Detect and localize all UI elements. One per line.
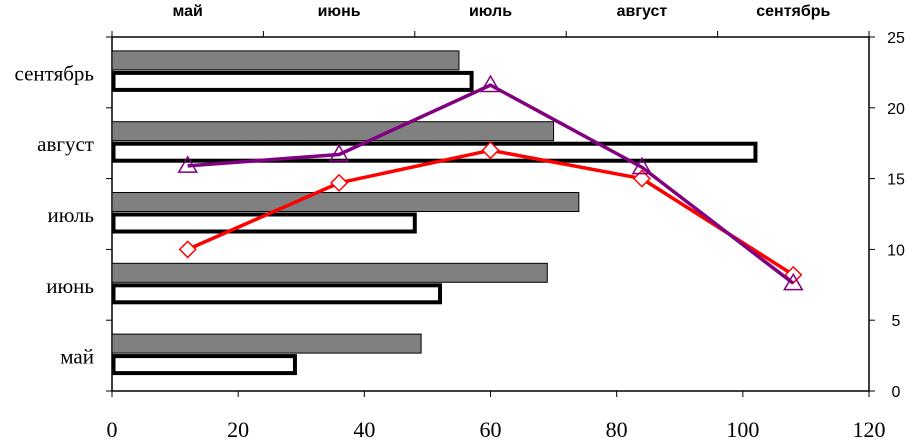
bar-gray-2 bbox=[111, 262, 548, 283]
y-right-tick-label: 10 bbox=[887, 242, 905, 259]
category-label-top: май bbox=[173, 3, 203, 20]
marker-series-purple-4 bbox=[631, 156, 653, 175]
x-tick-label: 20 bbox=[227, 417, 249, 439]
marker-series-red-3 bbox=[481, 141, 500, 160]
category-label-top: июль bbox=[469, 3, 512, 20]
x-tick-label: 40 bbox=[353, 417, 375, 439]
category-label-left: сентябрь bbox=[15, 61, 94, 85]
category-label-top: август bbox=[617, 3, 668, 20]
marker-series-purple-2 bbox=[328, 144, 350, 162]
category-label-left: май bbox=[60, 345, 94, 369]
category-label-top: сентябрь bbox=[756, 3, 830, 20]
line-series-purple bbox=[187, 83, 795, 285]
marker-series-red-4 bbox=[632, 169, 651, 188]
marker-series-purple-5 bbox=[782, 272, 804, 291]
y-right-tick-label: 15 bbox=[887, 172, 905, 189]
x-tick-label: 80 bbox=[606, 417, 628, 439]
bar-white-4 bbox=[111, 141, 758, 163]
bar-gray-3 bbox=[111, 192, 580, 212]
x-tick-label: 100 bbox=[726, 417, 759, 439]
category-label-left: июль bbox=[48, 203, 94, 227]
marker-series-red-1 bbox=[178, 240, 197, 259]
bar-white-2 bbox=[111, 283, 443, 305]
category-label-left: август bbox=[37, 132, 94, 156]
bar-white-1 bbox=[111, 354, 297, 376]
y-right-tick-label: 0 bbox=[892, 384, 901, 401]
y-right-tick-label: 25 bbox=[887, 30, 905, 47]
bar-gray-1 bbox=[111, 333, 422, 354]
x-tick-label: 60 bbox=[480, 417, 502, 439]
bar-white-5 bbox=[111, 70, 474, 92]
bar-gray-4 bbox=[111, 121, 555, 142]
x-tick-label: 0 bbox=[107, 417, 118, 439]
x-tick-label: 120 bbox=[853, 417, 886, 439]
y-right-tick-label: 20 bbox=[887, 101, 905, 118]
marker-series-red-2 bbox=[330, 173, 349, 192]
bar-gray-5 bbox=[111, 50, 460, 71]
y-right-tick-label: 5 bbox=[892, 313, 901, 330]
marker-series-purple-1 bbox=[177, 155, 199, 173]
marker-series-purple-3 bbox=[480, 74, 501, 93]
category-label-top: июнь bbox=[318, 3, 361, 20]
category-label-left: июнь bbox=[46, 274, 94, 298]
